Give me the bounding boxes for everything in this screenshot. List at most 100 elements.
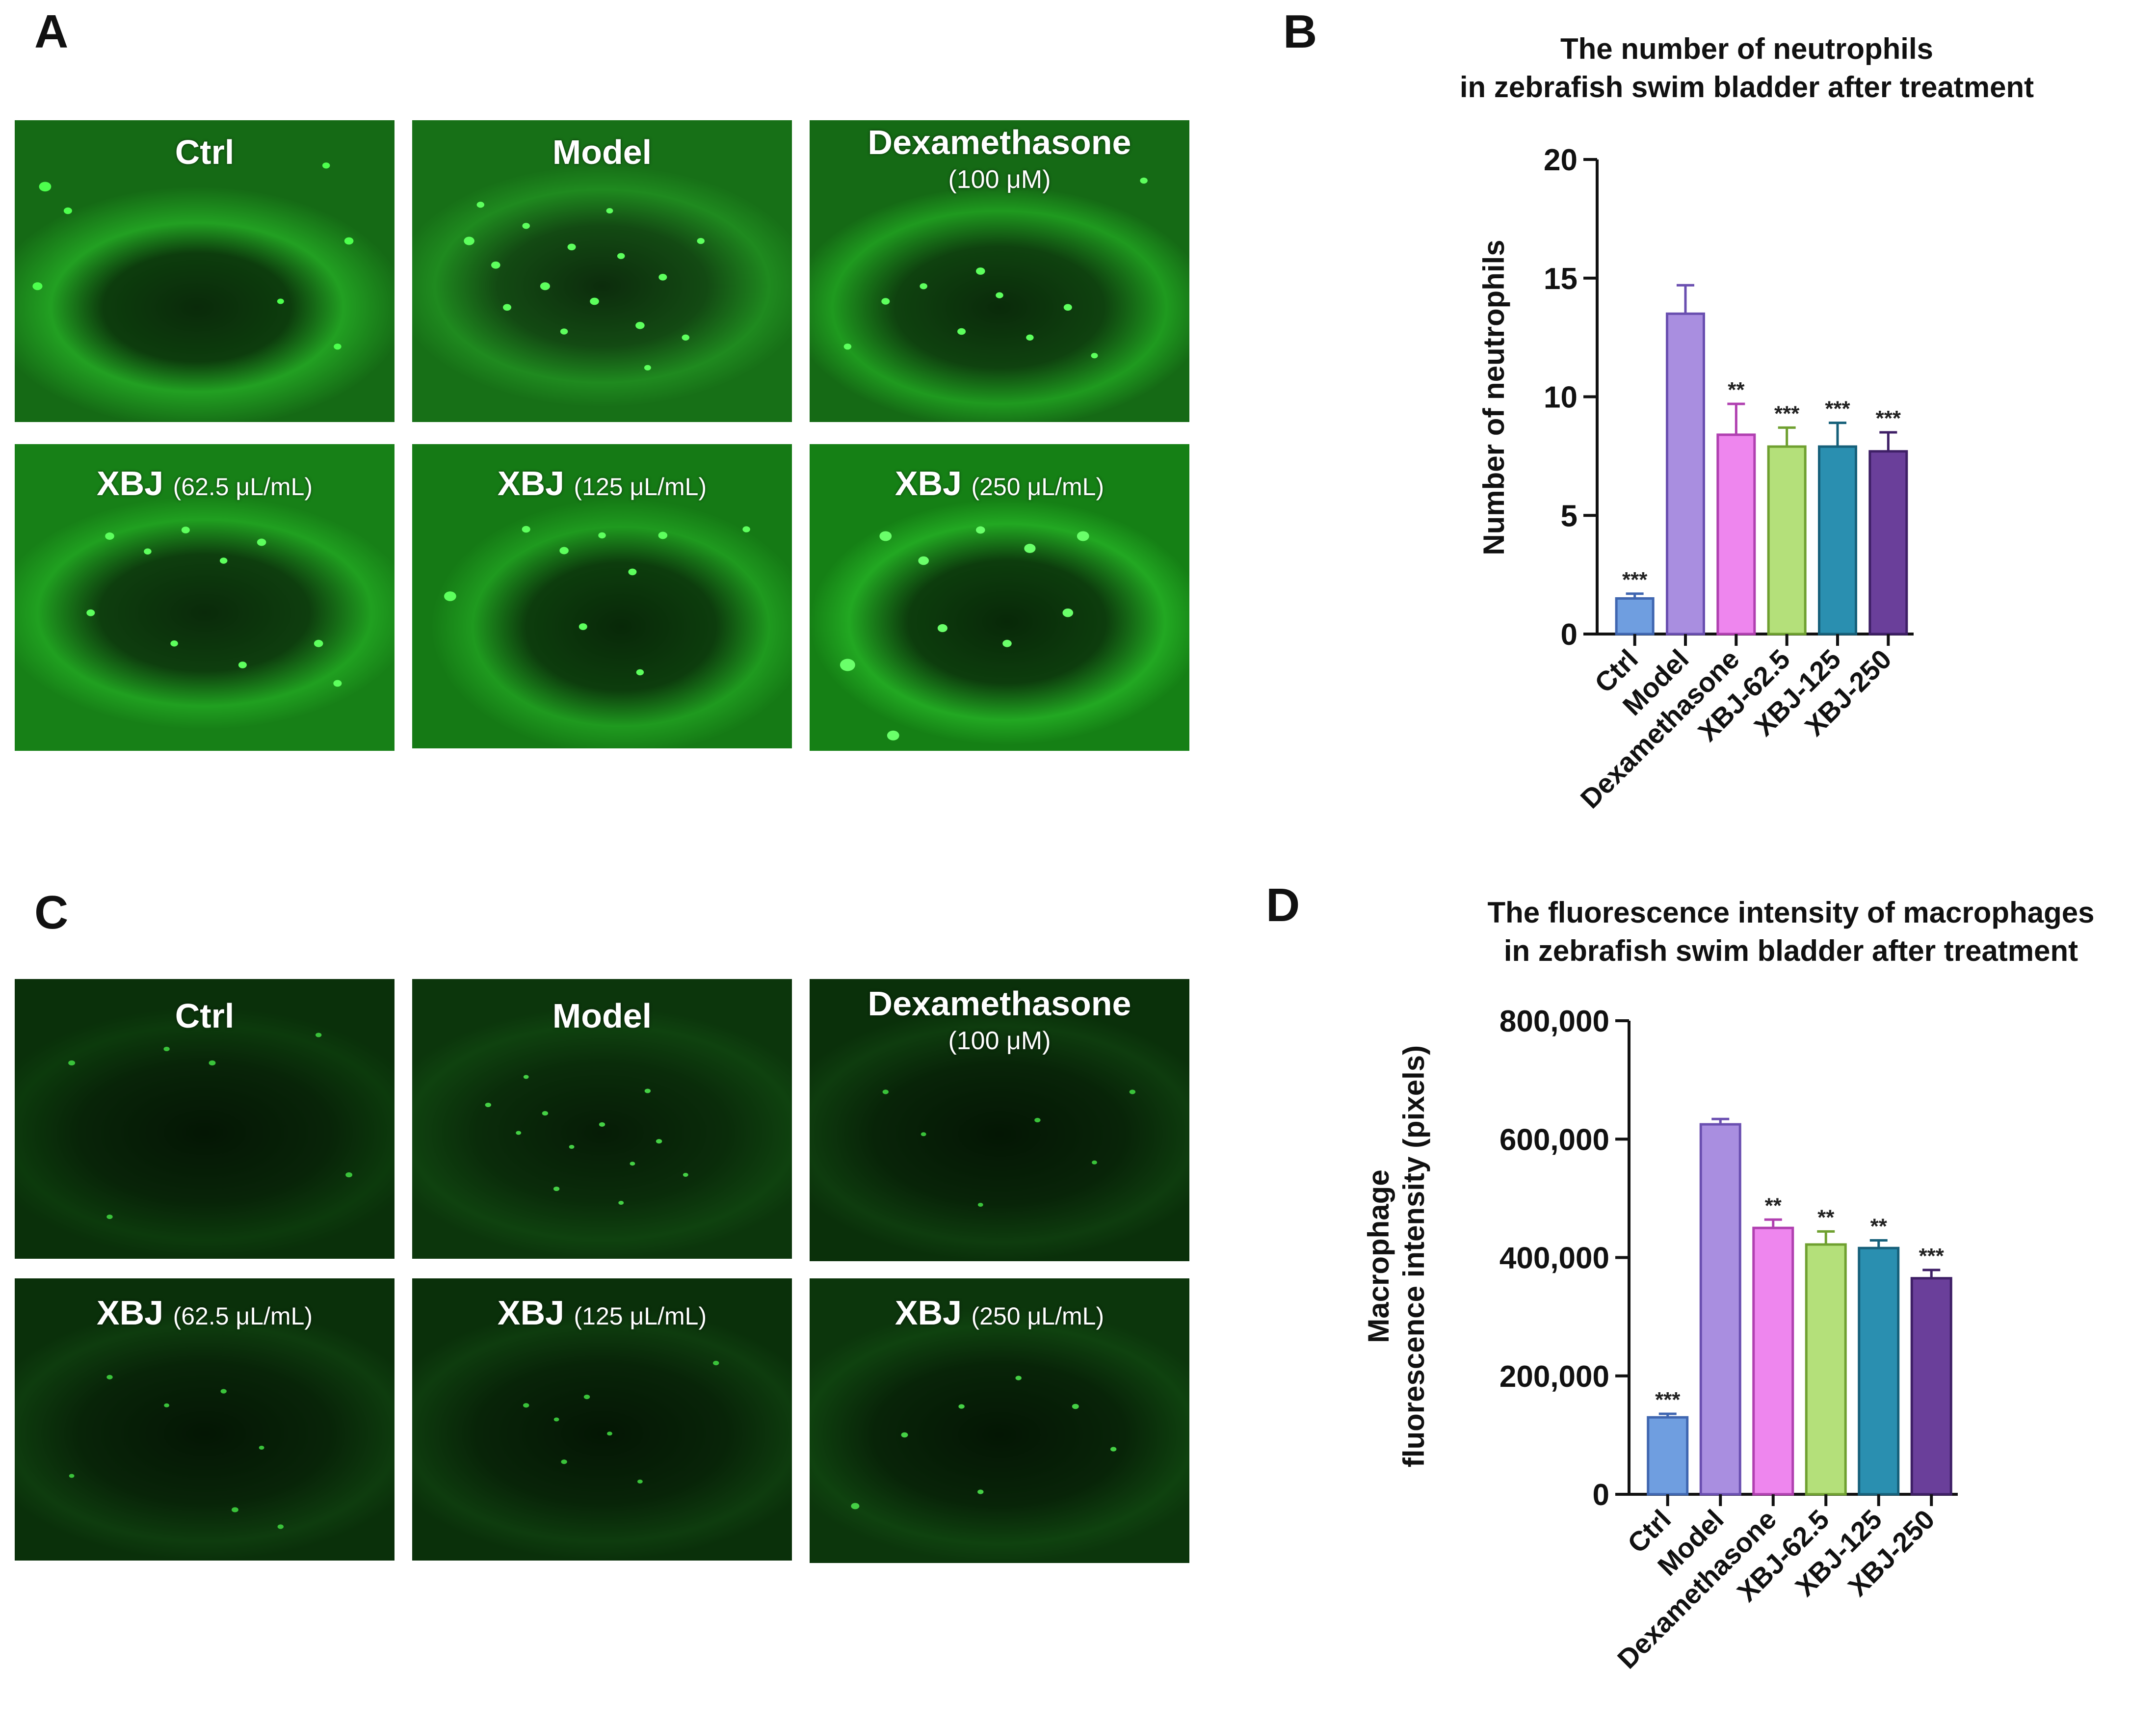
micrograph-label-name: XBJ [497,1294,565,1332]
micrograph-label-name: XBJ [96,464,164,503]
micrograph-label-name: Dexamethasone [868,123,1131,161]
micrograph-label-name: Model [552,997,652,1035]
fluorescent-cells [464,202,705,371]
y-tick-label: 0 [1561,618,1578,652]
y-tick-label: 400,000 [1499,1242,1609,1275]
y-tick-label: 10 [1544,381,1578,415]
bar [1699,1123,1741,1496]
micrograph-label-name: XBJ [894,464,962,503]
fluorescent-cells [882,1089,1136,1207]
micrograph-label: XBJ (125 μL/mL) [412,466,792,501]
micrograph-a-xbj-125: XBJ (125 μL/mL) [412,444,792,748]
fluorescent-cells [86,527,342,687]
bar [1615,597,1655,636]
bar [1858,1246,1900,1496]
y-tick-label: 200,000 [1499,1360,1609,1394]
micrograph-label-name: Dexamethasone [868,984,1131,1023]
panel-letter-d: D [1266,879,1300,931]
micrograph-label: XBJ (125 μL/mL) [412,1296,792,1330]
micrograph-background [412,120,792,422]
micrograph-a-xbj-62: XBJ (62.5 μL/mL) [15,444,394,751]
micrograph-label-name: Ctrl [175,997,235,1035]
bar [1752,1226,1794,1496]
significance-label: ** [1765,1193,1782,1218]
micrograph-label-conc: (62.5 μL/mL) [173,1302,313,1330]
chart-title: in zebrafish swim bladder after treatmen… [1460,71,2034,104]
bar [1666,312,1705,636]
micrograph-c-dexamethasone: Dexamethasone (100 μM) [810,979,1189,1261]
y-tick-label: 600,000 [1499,1123,1609,1157]
micrograph-a-dexamethasone: Dexamethasone (100 μM) [810,120,1189,422]
micrograph-a-model: Model [412,120,792,422]
micrograph-label-name: XBJ [96,1294,164,1332]
micrograph-background [810,979,1189,1261]
micrograph-label-name: XBJ [497,464,565,503]
significance-label: *** [1919,1244,1945,1268]
bar [1818,445,1857,636]
micrograph-label-name: Ctrl [175,133,235,171]
bar [1910,1277,1952,1496]
micrograph-background [810,1278,1189,1563]
micrograph-background [810,444,1189,751]
micrograph-label-conc: (250 μL/mL) [971,1302,1104,1330]
y-axis-label: Number of neutrophils [1477,239,1510,555]
significance-label: *** [1655,1388,1681,1412]
micrograph-c-ctrl: Ctrl [15,979,394,1259]
bar [1647,1416,1689,1496]
micrograph-background [15,444,394,751]
y-axis-label: fluorescence intensity (pixels) [1397,1045,1430,1467]
micrograph-label: XBJ (250 μL/mL) [810,466,1189,501]
y-axis-label: Macrophage [1362,1169,1395,1343]
fluorescent-cells [485,1075,688,1205]
fluorescent-cells [851,1376,1117,1510]
fluorescent-cells [68,1033,353,1219]
y-tick-label: 15 [1544,262,1578,296]
significance-label: *** [1876,406,1901,430]
significance-label: ** [1728,378,1745,402]
chart-title: The fluorescence intensity of macrophage… [1487,896,2094,929]
micrograph-a-xbj-250: XBJ (250 μL/mL) [810,444,1189,751]
y-tick-label: 5 [1561,499,1578,533]
bar [1805,1243,1847,1496]
significance-label: *** [1825,397,1850,421]
micrograph-background [412,1278,792,1561]
panel-letter-c: C [34,886,69,939]
chart-title: in zebrafish swim bladder after treatmen… [1504,934,2078,967]
micrograph-label-name: Model [552,133,652,171]
micrograph-background [412,444,792,748]
micrograph-a-ctrl: Ctrl [15,120,394,422]
fluorescent-cells [523,1360,719,1484]
fluorescent-cells [444,526,750,676]
micrograph-c-xbj-250: XBJ (250 μL/mL) [810,1278,1189,1563]
bar [1868,450,1908,636]
chart-title: The number of neutrophils [1560,32,1933,65]
micrograph-c-xbj-125: XBJ (125 μL/mL) [412,1278,792,1561]
micrograph-label: XBJ (62.5 μL/mL) [15,466,394,501]
fluorescent-cells [69,1375,284,1529]
micrograph-background [810,120,1189,422]
significance-label: ** [1870,1215,1888,1239]
micrograph-label-conc: (250 μL/mL) [971,473,1104,501]
micrograph-c-xbj-62: XBJ (62.5 μL/mL) [15,1278,394,1561]
y-tick-label: 800,000 [1499,1005,1609,1038]
micrograph-background [15,1278,394,1561]
y-tick-label: 0 [1593,1478,1609,1512]
micrograph-label-conc: (100 μM) [948,165,1051,194]
micrograph-label: XBJ (62.5 μL/mL) [15,1296,394,1330]
micrograph-label-conc: (100 μM) [948,1027,1051,1055]
micrograph-background [412,979,792,1259]
y-tick-label: 20 [1544,143,1578,177]
micrograph-label-conc: (125 μL/mL) [574,473,707,501]
micrograph-label-conc: (125 μL/mL) [574,1302,707,1330]
micrograph-label: XBJ (250 μL/mL) [810,1296,1189,1330]
micrograph-label-name: XBJ [894,1294,962,1332]
panel-letter-a: A [34,5,69,58]
micrograph-background [15,979,394,1259]
fluorescent-cells [843,177,1148,359]
fluorescent-cells [840,526,1089,741]
micrograph-c-model: Model [412,979,792,1259]
significance-label: *** [1774,401,1800,425]
fluorescent-cells [32,162,354,350]
